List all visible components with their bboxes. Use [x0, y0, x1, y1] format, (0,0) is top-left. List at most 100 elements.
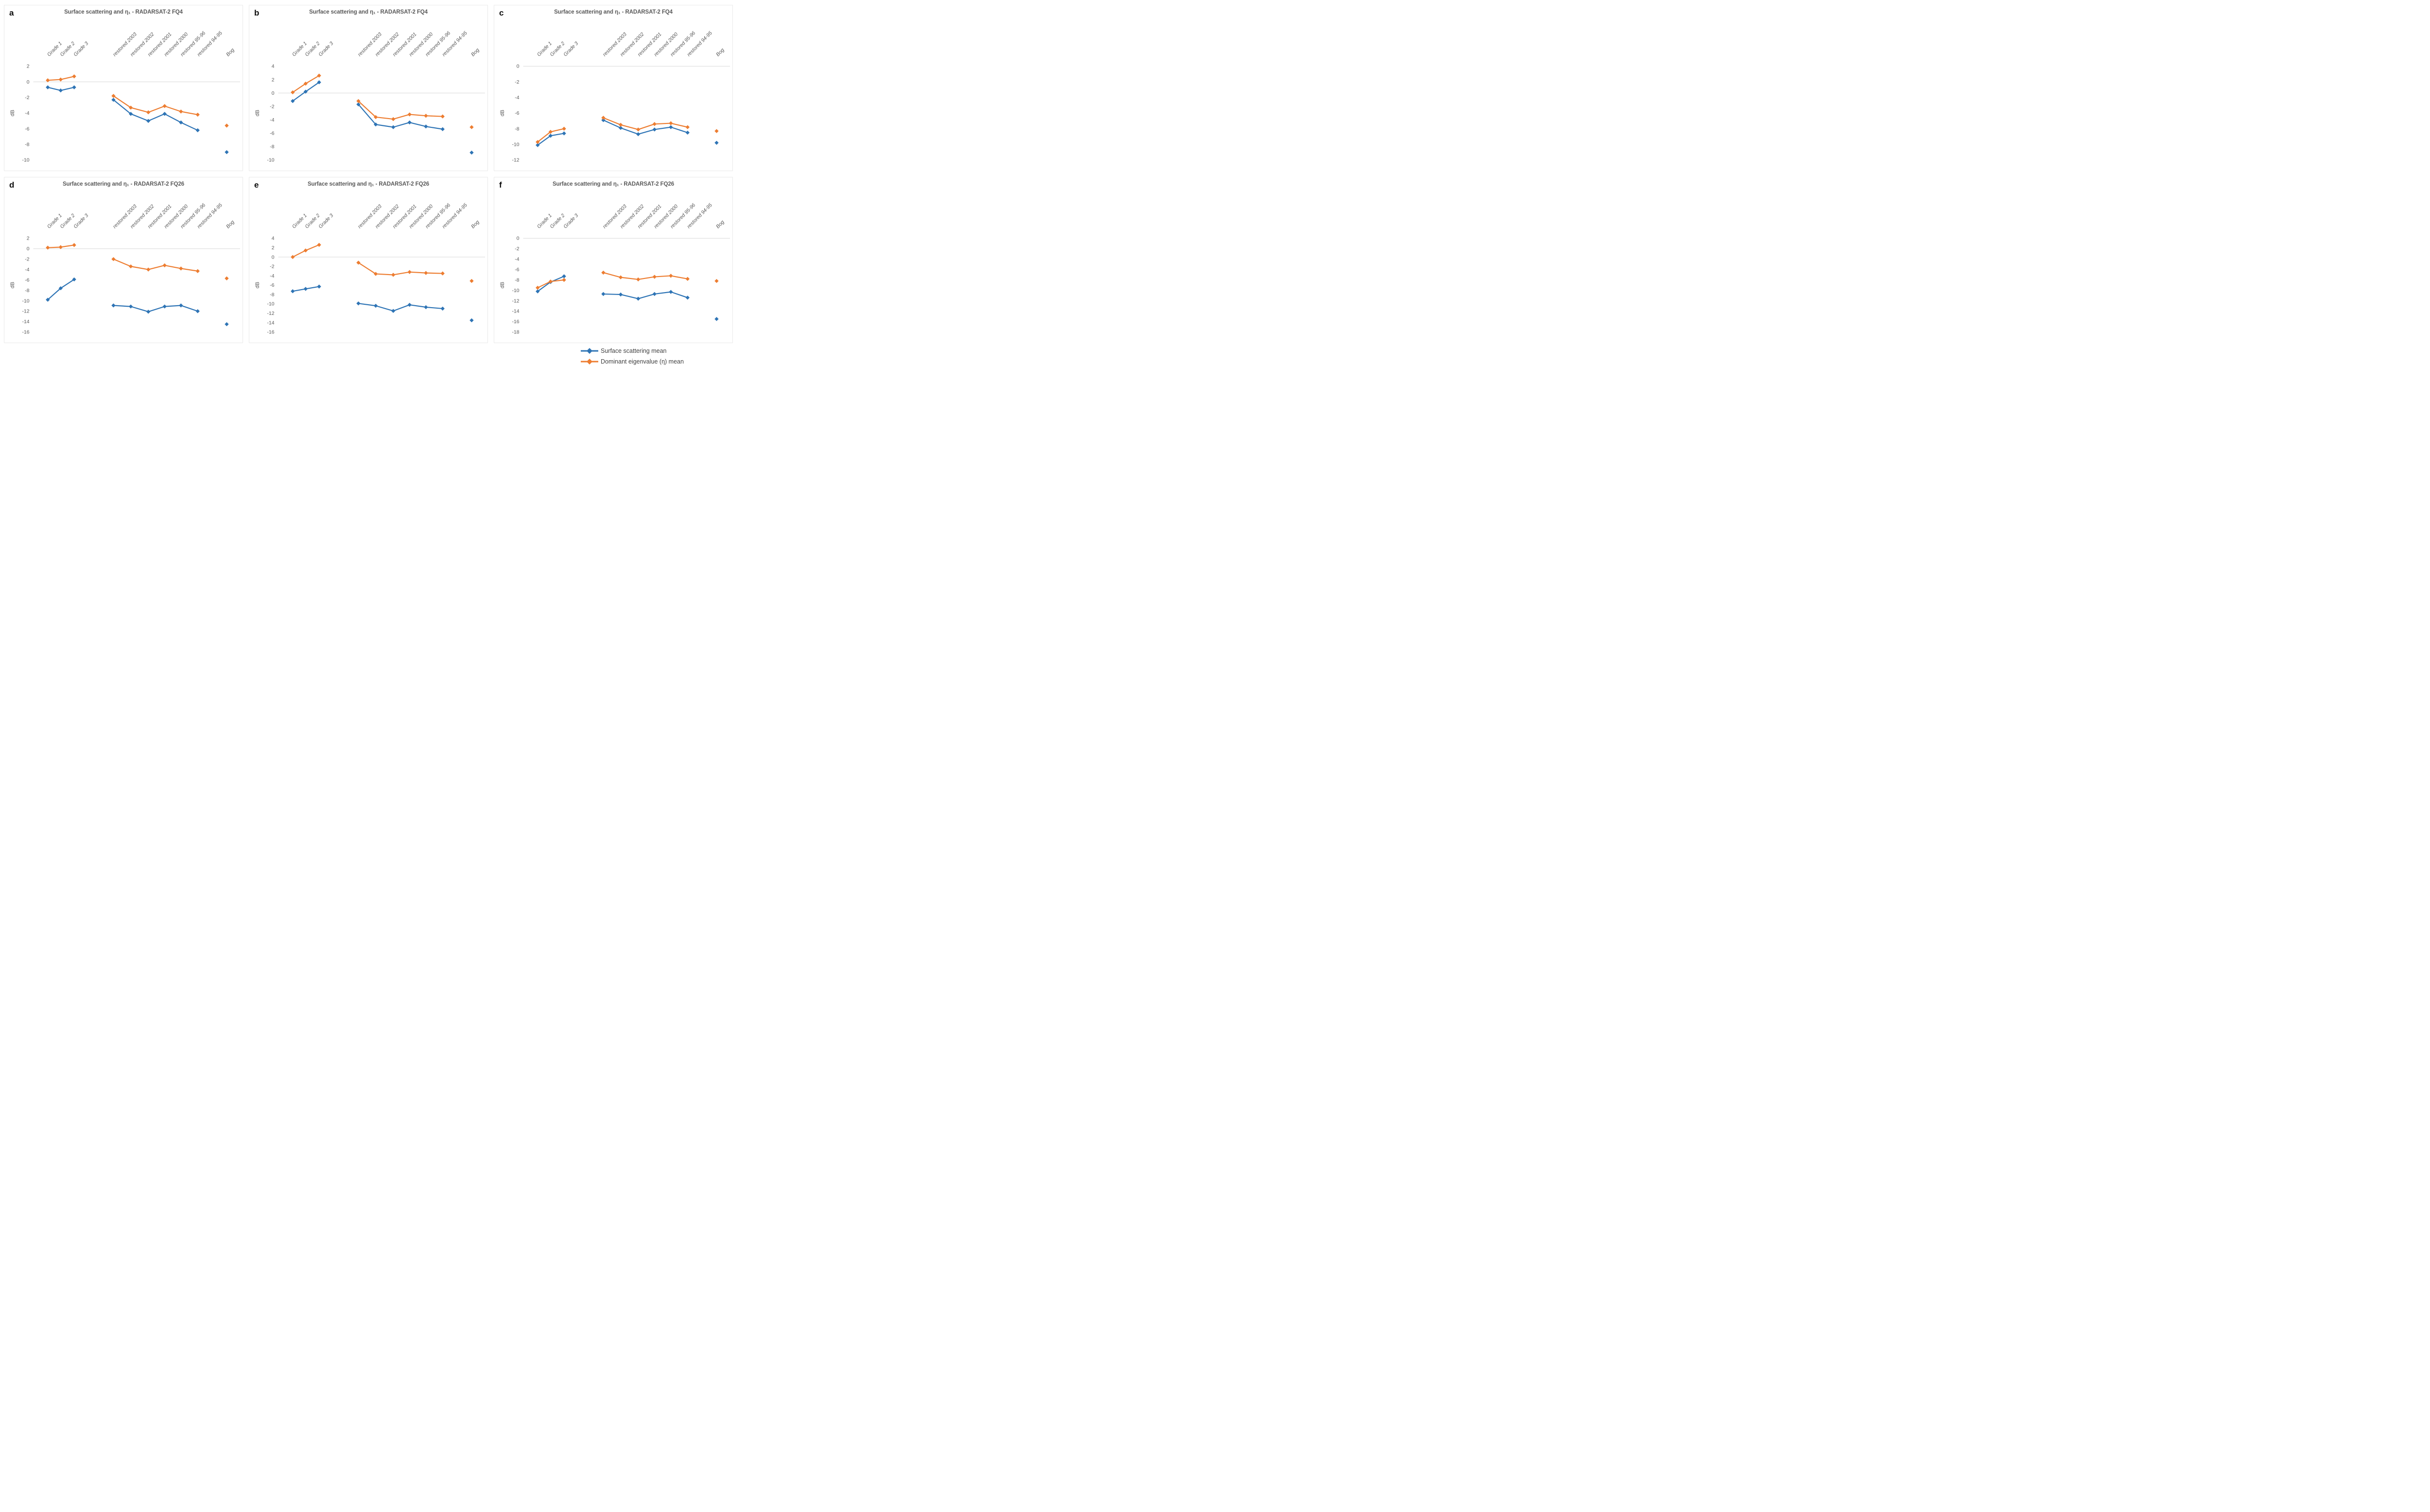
panel-letter-d: d [9, 180, 15, 190]
surface-marker [407, 120, 412, 125]
surface-marker [536, 289, 540, 294]
eigenvalue-marker [685, 125, 690, 129]
surface-line [113, 305, 198, 313]
eigenvalue-marker [601, 270, 606, 275]
y-tick-label: -6 [25, 126, 29, 132]
eigenvalue-marker [440, 114, 445, 119]
surface-marker [179, 120, 183, 125]
eigenvalue-line [358, 100, 443, 120]
surface-marker [424, 124, 428, 129]
x-category-label: Bog [226, 47, 236, 57]
eigenvalue-marker [179, 109, 183, 114]
y-tick-label: -6 [515, 267, 519, 273]
chart-legend: Surface scattering mean Dominant eigenva… [4, 347, 733, 365]
surface-marker [562, 131, 566, 136]
eigenvalue-marker [536, 285, 540, 290]
legend-marker [587, 359, 592, 365]
y-tick-label: -2 [270, 264, 274, 270]
y-tick-label: -10 [512, 142, 520, 147]
eigenvalue-marker [162, 104, 167, 108]
eigenvalue-marker [669, 274, 673, 278]
x-category-label: Grade 3 [318, 41, 334, 58]
surface-marker [356, 301, 361, 306]
y-tick-label: -12 [267, 311, 275, 316]
y-tick-label: -4 [25, 111, 29, 116]
eigenvalue-marker [685, 277, 690, 281]
eigenvalue-marker [291, 90, 295, 95]
surface-marker [111, 98, 116, 102]
y-axis-title: dB [255, 110, 260, 116]
x-category-label: Grade 3 [73, 41, 89, 58]
eigenvalue-line [358, 262, 443, 276]
panel-letter-e: e [254, 180, 259, 190]
surface-marker [291, 99, 295, 104]
surface-marker [391, 309, 396, 313]
y-tick-label: -10 [267, 158, 275, 163]
panel-letter-b: b [254, 8, 260, 17]
y-tick-label: -16 [512, 319, 520, 325]
y-tick-label: 4 [272, 236, 275, 242]
y-tick-label: -8 [25, 288, 29, 294]
x-category-label: Grade 3 [318, 213, 334, 230]
eigenvalue-marker [58, 77, 63, 82]
eigenvalue-marker [424, 114, 428, 118]
y-tick-label: -6 [270, 131, 274, 136]
y-tick-label: -10 [22, 298, 30, 304]
y-tick-label: -8 [270, 144, 274, 150]
y-tick-label: 0 [272, 91, 275, 96]
y-tick-label: 2 [27, 64, 30, 70]
eigenvalue-marker [652, 122, 657, 126]
y-axis-title: dB [10, 282, 16, 288]
chart-panel-c: c Surface scattering and η₁ - RADARSAT-2… [494, 5, 733, 171]
surface-marker [195, 309, 200, 313]
y-tick-label: 0 [517, 236, 520, 242]
eigenvalue-marker [225, 276, 229, 280]
surface-marker [601, 292, 606, 296]
eigenvalue-marker [146, 267, 151, 272]
surface-marker [128, 112, 133, 116]
legend-marker [587, 348, 592, 354]
surface-marker [58, 88, 63, 93]
surface-line [358, 303, 443, 312]
y-tick-label: -4 [515, 257, 519, 262]
legend-label-surface: Surface scattering mean [601, 348, 667, 354]
surface-marker [146, 310, 151, 314]
panel-letter-c: c [499, 8, 504, 17]
y-axis-title: dB [10, 110, 16, 116]
eigenvalue-marker [317, 73, 321, 78]
eigenvalue-marker [562, 126, 566, 131]
y-tick-label: 0 [272, 255, 275, 260]
eigenvalue-marker [128, 264, 133, 269]
eigenvalue-marker [146, 110, 151, 115]
chart-title-a: Surface scattering and η₁ - RADARSAT-2 F… [64, 9, 183, 15]
eigenvalue-marker [225, 123, 229, 128]
eigenvalue-marker [179, 266, 183, 271]
surface-marker [303, 287, 308, 291]
eigenvalue-marker [548, 130, 553, 134]
x-category-label: Grade 3 [73, 213, 89, 230]
panel-letter-f: f [499, 180, 502, 190]
y-tick-label: -8 [515, 126, 519, 132]
eigenvalue-marker [391, 117, 396, 122]
surface-marker [146, 119, 151, 123]
y-tick-label: -2 [25, 95, 29, 101]
y-tick-label: -6 [25, 278, 29, 283]
y-tick-label: 2 [272, 77, 275, 83]
y-tick-label: -2 [270, 104, 274, 109]
surface-marker [225, 322, 229, 327]
eigenvalue-marker [618, 275, 623, 279]
surface-line [537, 276, 565, 292]
surface-marker [469, 150, 474, 155]
surface-marker [317, 284, 321, 289]
y-tick-label: -16 [22, 330, 30, 335]
chart-panel-b: b Surface scattering and η₁ - RADARSAT-2… [249, 5, 488, 171]
surface-marker [548, 134, 553, 138]
surface-line [603, 291, 688, 299]
y-tick-label: -12 [22, 309, 30, 314]
chart-panel-f: f Surface scattering and η₁ - RADARSAT-2… [494, 177, 733, 343]
surface-marker [111, 303, 116, 308]
